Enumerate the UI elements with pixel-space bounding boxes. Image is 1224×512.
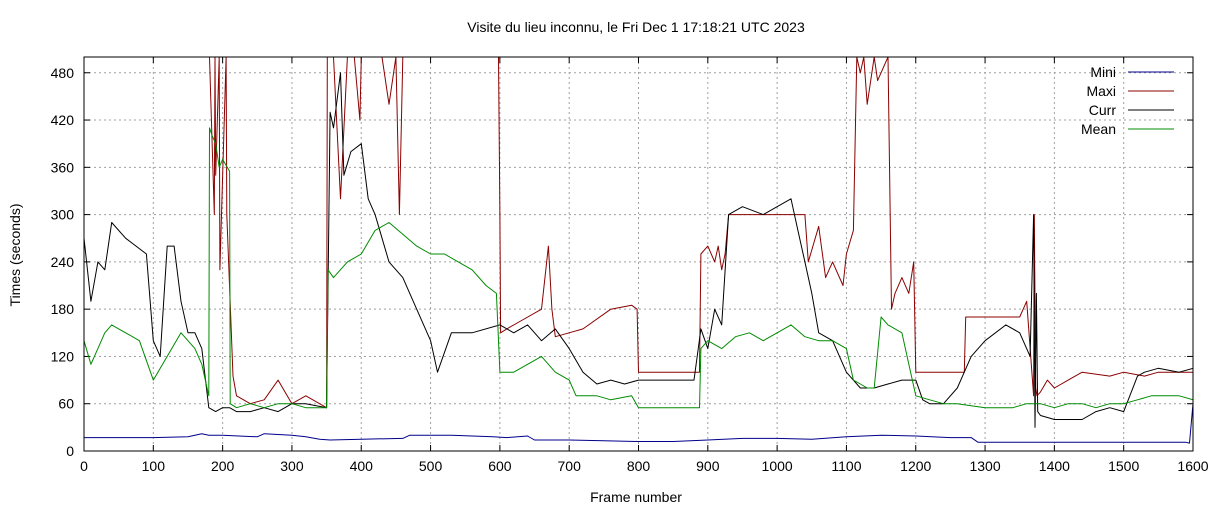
- legend-label-maxi: Maxi: [1086, 83, 1116, 99]
- y-tick-label: 240: [51, 254, 75, 270]
- plot-frame: [83, 56, 1194, 452]
- series-line-mini: [84, 403, 1193, 444]
- x-tick-label: 200: [211, 458, 235, 474]
- x-tick-label: 0: [80, 458, 88, 474]
- x-tick-label: 700: [558, 458, 582, 474]
- x-tick-label: 300: [280, 458, 304, 474]
- x-axis-label: Frame number: [590, 489, 682, 505]
- x-tick-label: 100: [142, 458, 166, 474]
- x-tick-label: 1600: [1177, 458, 1208, 474]
- series-line-curr: [84, 72, 1193, 428]
- y-tick-label: 360: [51, 159, 75, 175]
- y-tick-label: 120: [51, 348, 75, 364]
- x-tick-label: 500: [419, 458, 443, 474]
- y-tick-label: 420: [51, 112, 75, 128]
- x-tick-label: 1200: [900, 458, 931, 474]
- x-tick-label: 1400: [1039, 458, 1070, 474]
- legend-label-mean: Mean: [1081, 121, 1116, 137]
- x-tick-label: 1000: [762, 458, 793, 474]
- y-tick-label: 480: [51, 65, 75, 81]
- chart-title: Visite du lieu inconnu, le Fri Dec 1 17:…: [467, 19, 805, 35]
- y-tick-label: 0: [66, 443, 74, 459]
- y-tick-label: 300: [51, 207, 75, 223]
- x-tick-label: 900: [696, 458, 720, 474]
- y-tick-label: 60: [58, 396, 74, 412]
- x-tick-label: 1100: [831, 458, 861, 474]
- x-ticks: 0 100 200 300 400 500 600 700 800 900 1000 1100 1200…: [80, 57, 1209, 474]
- y-tick-label: 180: [51, 301, 75, 317]
- series-group: [84, 57, 1193, 444]
- x-tick-label: 600: [488, 458, 512, 474]
- x-tick-label: 1500: [1108, 458, 1139, 474]
- x-tick-label: 400: [350, 458, 374, 474]
- legend: Mini Maxi Curr Mean: [1081, 64, 1174, 137]
- y-axis-label: Times (seconds): [7, 204, 23, 307]
- x-tick-label: 1300: [969, 458, 1000, 474]
- legend-label-curr: Curr: [1089, 102, 1117, 118]
- legend-label-mini: Mini: [1090, 64, 1116, 80]
- x-tick-label: 800: [627, 458, 651, 474]
- y-ticks: 0 60 120 180 240 300 360 420 480: [51, 65, 1193, 459]
- series-line-mean: [84, 127, 1193, 409]
